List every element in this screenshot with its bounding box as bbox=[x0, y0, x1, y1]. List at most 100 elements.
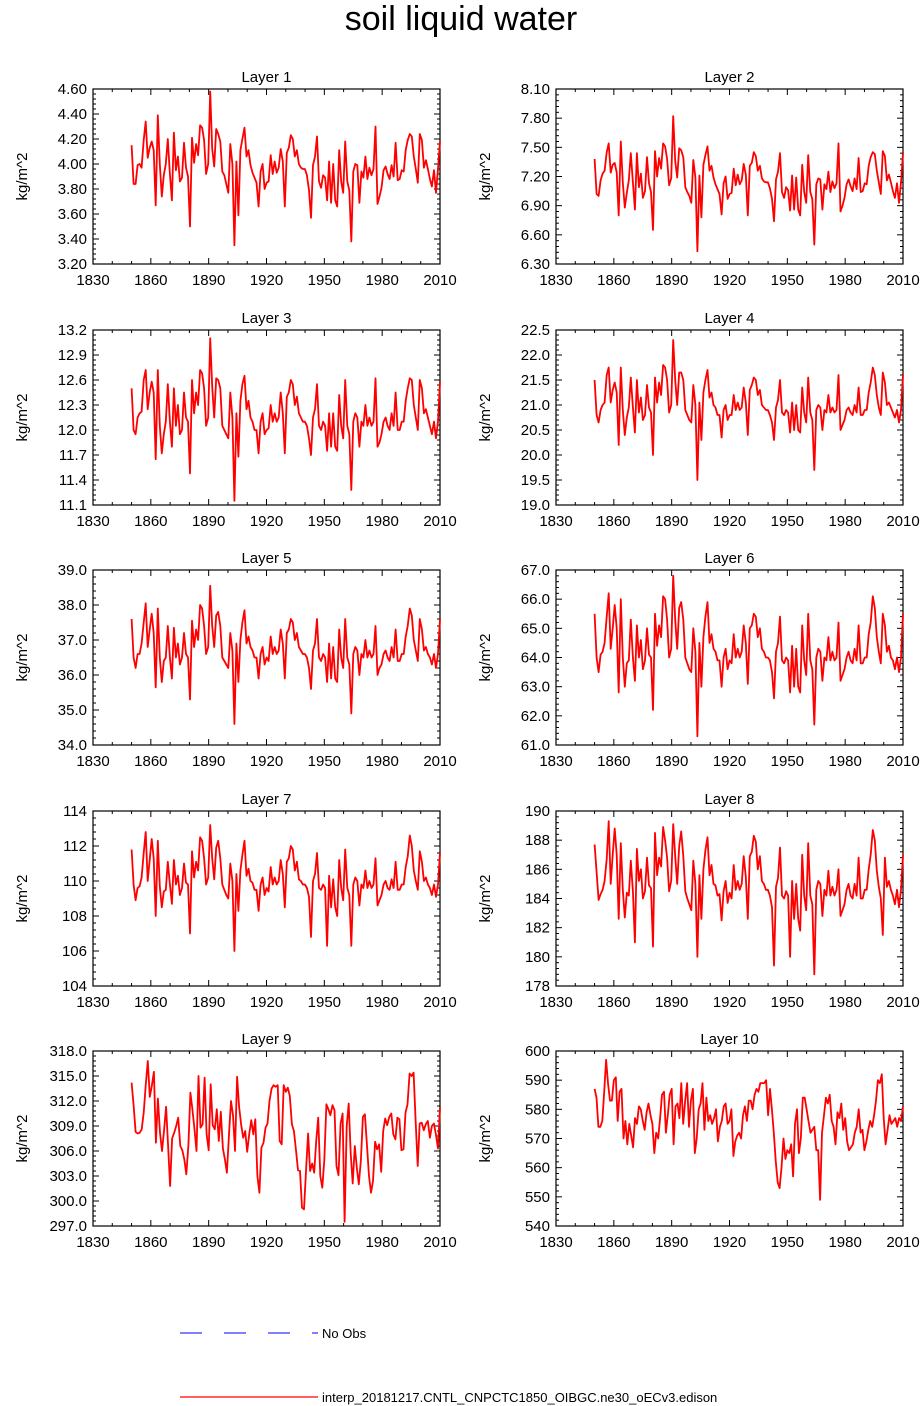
y-axis-label: kg/m^2 bbox=[477, 394, 494, 442]
chart-panel-10: Layer 10 1830 1860 1890 1920 1950 1980 2010 540 5… bbox=[477, 1031, 920, 1251]
x-tick-label: 1980 bbox=[365, 1234, 398, 1251]
x-tick-label: 1830 bbox=[76, 1234, 109, 1251]
x-tick-label: 1980 bbox=[365, 513, 398, 530]
x-tick-label: 1860 bbox=[597, 753, 630, 770]
series-line-1 bbox=[130, 90, 441, 247]
x-tick-label: 1980 bbox=[828, 753, 861, 770]
chart-panel-3: Layer 3 1830 1860 1890 1920 1950 1980 2010 11.1 1… bbox=[14, 310, 457, 530]
y-tick-label: 65.0 bbox=[521, 620, 550, 637]
legend-obs-label: No Obs bbox=[322, 1326, 367, 1341]
y-tick-label: 4.40 bbox=[58, 106, 87, 123]
panel-title: Layer 5 bbox=[241, 550, 291, 567]
y-tick-label: 114 bbox=[63, 803, 87, 820]
series-line-1 bbox=[593, 820, 904, 976]
y-tick-label: 106 bbox=[62, 943, 87, 960]
y-tick-label: 21.0 bbox=[521, 397, 550, 414]
x-tick-label: 1950 bbox=[308, 994, 341, 1011]
x-tick-label: 1860 bbox=[597, 513, 630, 530]
y-tick-label: 6.30 bbox=[521, 256, 550, 273]
panel-title: Layer 2 bbox=[704, 69, 754, 86]
panel-title: Layer 1 bbox=[241, 69, 291, 86]
series-line-1 bbox=[130, 584, 441, 725]
plot-frame bbox=[92, 1050, 441, 1227]
plot-frame bbox=[92, 329, 441, 506]
x-tick-label: 2010 bbox=[886, 753, 919, 770]
y-tick-label: 104 bbox=[62, 978, 87, 995]
y-tick-label: 21.5 bbox=[521, 372, 550, 389]
x-tick-label: 1890 bbox=[192, 1234, 225, 1251]
y-tick-label: 67.0 bbox=[521, 562, 550, 579]
x-tick-label: 1920 bbox=[250, 753, 283, 770]
x-tick-label: 2010 bbox=[886, 1234, 919, 1251]
y-tick-label: 580 bbox=[525, 1101, 550, 1118]
panel-title: Layer 7 bbox=[241, 791, 291, 808]
x-tick-label: 1950 bbox=[308, 1234, 341, 1251]
y-tick-label: 20.0 bbox=[521, 447, 550, 464]
y-tick-label: 22.0 bbox=[521, 347, 550, 364]
y-tick-label: 306.0 bbox=[49, 1143, 87, 1160]
x-tick-label: 1890 bbox=[192, 753, 225, 770]
y-tick-label: 19.0 bbox=[521, 497, 550, 514]
x-tick-label: 2010 bbox=[423, 1234, 456, 1251]
y-tick-label: 12.0 bbox=[58, 422, 87, 439]
y-tick-label: 7.80 bbox=[521, 110, 550, 127]
chart-panel-2: Layer 2 1830 1860 1890 1920 1950 1980 2010 6.30 6… bbox=[477, 69, 920, 289]
x-tick-label: 1830 bbox=[76, 272, 109, 289]
y-tick-label: 7.50 bbox=[521, 139, 550, 156]
x-tick-label: 1980 bbox=[828, 994, 861, 1011]
y-tick-label: 66.0 bbox=[521, 591, 550, 608]
y-tick-label: 3.20 bbox=[58, 256, 87, 273]
x-tick-label: 1920 bbox=[713, 272, 746, 289]
x-tick-label: 1920 bbox=[250, 272, 283, 289]
y-axis-label: kg/m^2 bbox=[477, 634, 494, 682]
y-axis-label: kg/m^2 bbox=[477, 153, 494, 201]
y-tick-label: 182 bbox=[525, 920, 550, 937]
y-tick-label: 64.0 bbox=[521, 650, 550, 667]
x-tick-label: 1830 bbox=[539, 994, 572, 1011]
panel-title: Layer 3 bbox=[241, 310, 291, 327]
x-tick-label: 1830 bbox=[76, 753, 109, 770]
y-axis-label: kg/m^2 bbox=[14, 1115, 31, 1163]
y-tick-label: 11.4 bbox=[59, 472, 87, 489]
y-tick-label: 61.0 bbox=[521, 737, 550, 754]
x-tick-label: 1950 bbox=[308, 513, 341, 530]
y-tick-label: 11.7 bbox=[59, 447, 87, 464]
y-tick-label: 184 bbox=[525, 891, 550, 908]
x-tick-label: 1950 bbox=[771, 1234, 804, 1251]
series-line-1 bbox=[593, 574, 904, 738]
x-tick-label: 2010 bbox=[423, 994, 456, 1011]
x-tick-label: 1890 bbox=[655, 753, 688, 770]
y-tick-label: 11.1 bbox=[59, 497, 87, 514]
y-tick-label: 190 bbox=[525, 803, 550, 820]
plot-frame bbox=[555, 88, 904, 265]
y-tick-label: 3.60 bbox=[58, 206, 87, 223]
x-tick-label: 1980 bbox=[365, 753, 398, 770]
chart-panel-7: Layer 7 1830 1860 1890 1920 1950 1980 2010 104 10… bbox=[14, 791, 457, 1011]
y-axis-label: kg/m^2 bbox=[477, 1115, 494, 1163]
x-tick-label: 2010 bbox=[886, 272, 919, 289]
y-tick-label: 540 bbox=[525, 1218, 550, 1235]
y-tick-label: 37.0 bbox=[58, 632, 87, 649]
series-line-1 bbox=[593, 1058, 904, 1201]
y-tick-label: 22.5 bbox=[521, 322, 550, 339]
series-line-1 bbox=[593, 339, 904, 481]
y-tick-label: 300.0 bbox=[49, 1193, 87, 1210]
x-tick-label: 2010 bbox=[423, 753, 456, 770]
x-tick-label: 1830 bbox=[76, 994, 109, 1011]
x-tick-label: 1890 bbox=[655, 994, 688, 1011]
x-tick-label: 2010 bbox=[423, 513, 456, 530]
x-tick-label: 1980 bbox=[365, 272, 398, 289]
y-tick-label: 303.0 bbox=[49, 1168, 87, 1185]
x-tick-label: 1980 bbox=[828, 272, 861, 289]
series-line-1 bbox=[130, 824, 441, 952]
x-tick-label: 1830 bbox=[76, 513, 109, 530]
x-tick-label: 1860 bbox=[134, 994, 167, 1011]
y-tick-label: 297.0 bbox=[49, 1218, 87, 1235]
chart-panel-8: Layer 8 1830 1860 1890 1920 1950 1980 2010 178 18… bbox=[477, 791, 920, 1011]
y-tick-label: 35.0 bbox=[58, 702, 87, 719]
x-tick-label: 1890 bbox=[655, 513, 688, 530]
legend: No Obs interp_20181217.CNTL_CNPCTC1850_OI… bbox=[180, 1326, 717, 1405]
x-tick-label: 1950 bbox=[771, 513, 804, 530]
y-axis-label: kg/m^2 bbox=[14, 394, 31, 442]
